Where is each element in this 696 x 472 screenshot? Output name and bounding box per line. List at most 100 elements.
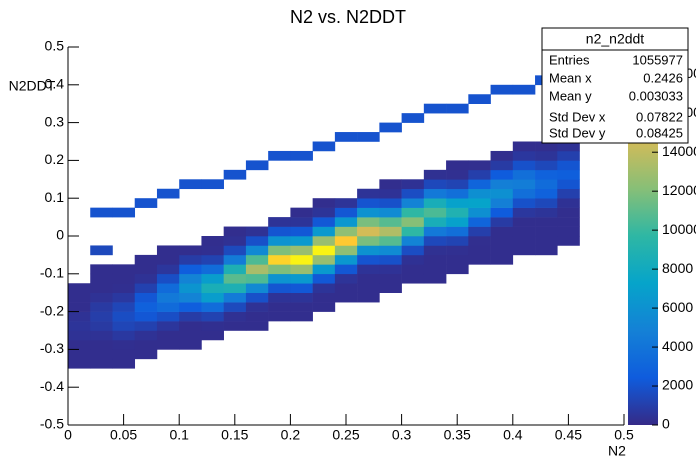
- heatmap-cell: [201, 236, 224, 246]
- stats-value: 0.003033: [629, 88, 683, 103]
- heatmap-cell: [201, 179, 224, 190]
- heatmap-cell: [535, 169, 558, 180]
- heatmap-cell: [401, 254, 425, 265]
- heatmap-cell: [245, 264, 269, 275]
- heatmap-cell: [334, 264, 358, 275]
- heatmap-cell: [512, 236, 536, 246]
- heatmap-cell: [334, 273, 358, 284]
- heatmap-cell: [245, 321, 269, 331]
- heatmap-cell: [268, 245, 291, 256]
- heatmap-cell: [312, 283, 336, 293]
- z-tick-label: 2000: [662, 377, 693, 393]
- heatmap-cell: [112, 330, 136, 341]
- stats-value: 1055977: [632, 52, 683, 67]
- heatmap-cell: [468, 217, 491, 227]
- heatmap-cell: [401, 198, 425, 208]
- heatmap-cell: [179, 311, 202, 322]
- heatmap-cell: [68, 302, 91, 312]
- stats-value: 0.2426: [643, 70, 683, 85]
- heatmap-cell: [423, 169, 447, 180]
- heatmap-cell: [201, 254, 224, 265]
- heatmap-cell: [490, 150, 514, 161]
- heatmap-cell: [468, 254, 491, 265]
- heatmap-cell: [512, 207, 536, 218]
- heatmap-cell: [134, 339, 158, 350]
- z-tick-label: 0: [662, 416, 670, 432]
- heatmap-cell: [512, 84, 536, 95]
- heatmap-cell: [379, 254, 402, 265]
- heatmap-cell: [268, 217, 291, 227]
- heatmap-cell: [535, 141, 558, 152]
- heatmap-cell: [68, 339, 91, 350]
- heatmap-cell: [490, 226, 514, 237]
- heatmap-cell: [423, 103, 447, 114]
- heatmap-cell: [490, 198, 514, 208]
- heatmap-cell: [334, 254, 358, 265]
- heatmap-cell: [423, 273, 447, 284]
- heatmap-cell: [557, 236, 580, 246]
- heatmap-cell: [334, 207, 358, 218]
- heatmap-cell: [179, 254, 202, 265]
- heatmap-cell: [357, 292, 380, 303]
- heatmap-cell: [557, 160, 580, 171]
- heatmap-cell: [557, 226, 580, 237]
- heatmap-cell: [535, 245, 558, 256]
- heatmap-cell: [446, 254, 469, 265]
- heatmap-cell: [223, 321, 247, 331]
- heatmap-cell: [68, 349, 91, 360]
- x-tick-label: 0.15: [221, 427, 248, 443]
- heatmap-cell: [245, 273, 269, 284]
- heatmap-cell: [312, 236, 336, 246]
- heatmap-cell: [401, 264, 425, 275]
- heatmap-cell: [112, 321, 136, 331]
- heatmap-cell: [90, 207, 113, 218]
- heatmap-cell: [312, 198, 336, 208]
- heatmap-cell: [156, 254, 180, 265]
- heatmap-cell: [268, 254, 291, 265]
- heatmap-cell: [535, 179, 558, 190]
- x-tick-label: 0.3: [392, 427, 412, 443]
- heatmap-cell: [312, 302, 336, 312]
- heatmap-cell: [90, 302, 113, 312]
- heatmap-cell: [134, 349, 158, 360]
- heatmap-cell: [401, 113, 425, 123]
- heatmap-cell: [357, 207, 380, 218]
- heatmap-cell: [156, 302, 180, 312]
- heatmap-cell: [512, 150, 536, 161]
- heatmap-cell: [379, 207, 402, 218]
- heatmap-cell: [357, 236, 380, 246]
- heatmap-cell: [557, 188, 580, 199]
- heatmap-cell: [245, 292, 269, 303]
- heatmap-cell: [423, 226, 447, 237]
- heatmap-cell: [290, 236, 313, 246]
- heatmap-cell: [312, 245, 336, 256]
- heatmap-cell: [490, 84, 514, 95]
- heatmap-cell: [156, 245, 180, 256]
- heatmap-cell: [446, 188, 469, 199]
- heatmap-cell: [357, 283, 380, 293]
- y-axis-label: N2DDT: [9, 78, 56, 94]
- heatmap-cell: [379, 122, 402, 133]
- heatmap-cell: [468, 169, 491, 180]
- heatmap-cell: [112, 207, 136, 218]
- z-tick-label: 6000: [662, 299, 693, 315]
- y-tick-label: 0.3: [45, 113, 65, 129]
- heatmap-cell: [268, 150, 291, 161]
- heatmap-cell: [179, 292, 202, 303]
- heatmap-cell: [423, 245, 447, 256]
- heatmap-cell: [156, 321, 180, 331]
- heatmap-cell: [156, 311, 180, 322]
- heatmap-cell: [179, 179, 202, 190]
- heatmap-cell: [446, 207, 469, 218]
- heatmap-cell: [379, 179, 402, 190]
- heatmap-cell: [423, 264, 447, 275]
- stats-title: n2_n2ddt: [586, 31, 645, 47]
- heatmap-cell: [201, 321, 224, 331]
- heatmap-cell: [201, 292, 224, 303]
- z-tick-label: 14000: [662, 143, 696, 159]
- heatmap-cell: [468, 179, 491, 190]
- heatmap-cell: [535, 217, 558, 227]
- heatmap-cell: [379, 283, 402, 293]
